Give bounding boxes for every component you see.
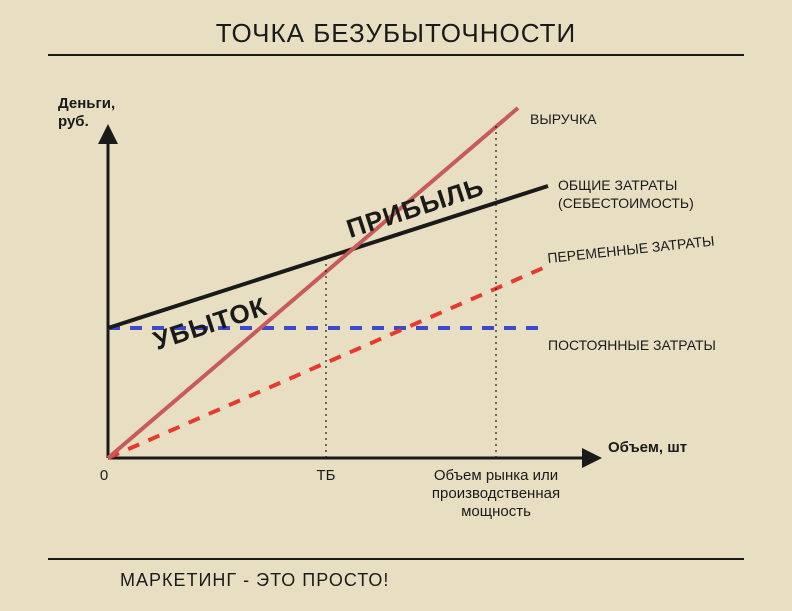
svg-text:Объем, шт: Объем, шт bbox=[608, 439, 687, 456]
revenue-line bbox=[108, 108, 518, 458]
profit-region-label: ПРИБЫЛЬ bbox=[343, 171, 488, 244]
svg-text:Объем рынка или: Объем рынка или bbox=[434, 467, 558, 484]
total-cost-line bbox=[108, 186, 548, 328]
page-title: ТОЧКА БЕЗУБЫТОЧНОСТИ bbox=[0, 18, 792, 49]
svg-text:0: 0 bbox=[100, 467, 108, 484]
breakeven-chart: Деньги,руб. Объем, шт 0 ТБ Объем рынка илипр… bbox=[48, 68, 744, 538]
total-cost-label: ОБЩИЕ ЗАТРАТЫ bbox=[558, 177, 677, 193]
svg-text:руб.: руб. bbox=[58, 113, 89, 130]
total-cost-label-2: (СЕБЕСТОИМОСТЬ) bbox=[558, 195, 694, 211]
variable-cost-label: ПЕРЕМЕННЫЕ ЗАТРАТЫ bbox=[547, 233, 716, 266]
variable-cost-line bbox=[108, 268, 543, 458]
divider-top bbox=[48, 54, 744, 56]
svg-text:производственная: производственная bbox=[432, 485, 560, 502]
revenue-label: ВЫРУЧКА bbox=[530, 111, 597, 127]
divider-bottom bbox=[48, 558, 744, 560]
footer-text: МАРКЕТИНГ - ЭТО ПРОСТО! bbox=[120, 570, 389, 591]
chart-svg: Деньги,руб. Объем, шт 0 ТБ Объем рынка илипр… bbox=[48, 68, 744, 538]
loss-region-label: УБЫТОК bbox=[150, 291, 271, 356]
fixed-cost-label: ПОСТОЯННЫЕ ЗАТРАТЫ bbox=[548, 337, 716, 353]
svg-text:мощность: мощность bbox=[461, 503, 531, 520]
svg-text:ТБ: ТБ bbox=[316, 467, 335, 484]
svg-text:Деньги,: Деньги, bbox=[58, 95, 115, 112]
